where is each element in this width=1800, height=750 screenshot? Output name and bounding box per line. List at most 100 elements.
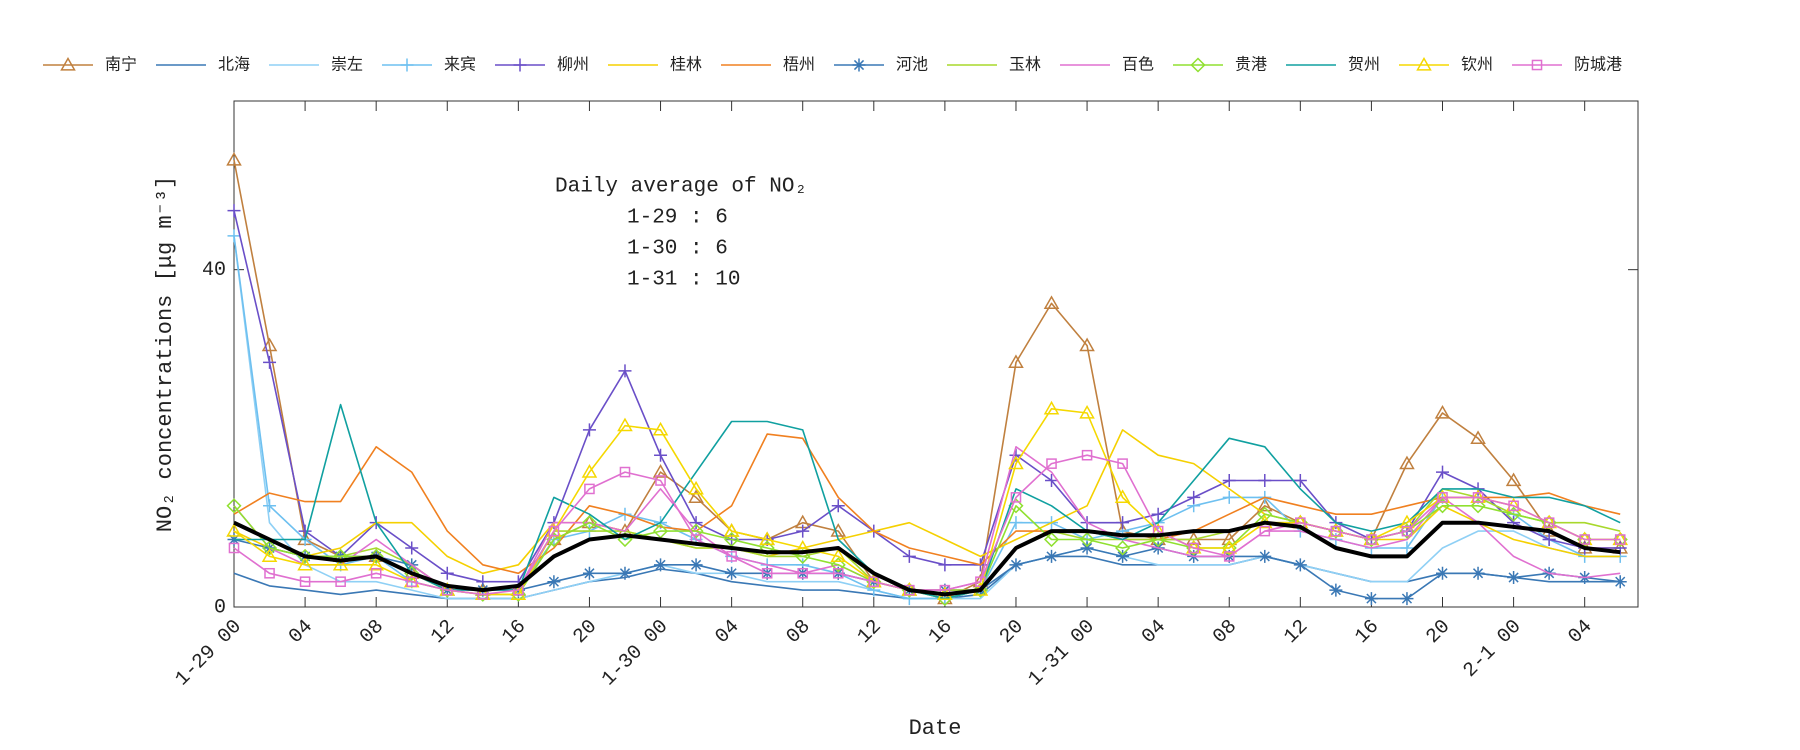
marker [688, 523, 704, 539]
marker [761, 567, 773, 579]
marker [796, 524, 810, 538]
marker [1293, 474, 1307, 487]
legend-label: 柳州 [557, 55, 589, 74]
marker [723, 523, 740, 537]
marker [1543, 517, 1555, 528]
legend-label: 玉林 [1009, 55, 1041, 74]
legend-marker [1531, 59, 1543, 71]
marker [227, 229, 241, 243]
x-tick-label: 16 [498, 615, 531, 648]
x-tick-label: 1-29 00 [171, 615, 247, 691]
marker [510, 586, 527, 600]
marker [261, 337, 278, 352]
marker [868, 576, 880, 588]
marker [368, 548, 384, 564]
annotation-title: Daily average of NO₂ [555, 176, 807, 199]
x-tick-label: 20 [569, 615, 602, 648]
marker [1010, 492, 1022, 503]
marker [1045, 549, 1059, 563]
marker [226, 498, 242, 514]
marker [726, 551, 737, 562]
marker [1151, 507, 1165, 521]
marker [1221, 531, 1238, 546]
marker [547, 575, 561, 589]
x-axis-label: Date [909, 716, 962, 741]
y-axis-label: NO₂ concentrations [μg m⁻³] [153, 176, 178, 533]
legend-label: 防城港 [1574, 55, 1622, 74]
marker [1046, 458, 1057, 469]
marker [297, 556, 313, 571]
marker [1505, 472, 1522, 487]
legend-item: 南宁 [43, 55, 137, 74]
x-tick-label: 04 [711, 615, 744, 648]
marker [688, 489, 704, 503]
marker [261, 540, 278, 556]
marker [1258, 474, 1272, 487]
marker [619, 466, 631, 478]
marker [581, 464, 598, 478]
marker [1330, 525, 1342, 537]
legend-item: 北海 [156, 55, 250, 74]
marker [1079, 405, 1095, 419]
series-line [234, 403, 1621, 600]
legend-item: 贺州 [1286, 55, 1380, 74]
marker [227, 204, 241, 218]
annotation: Daily average of NO₂ 1-29 : 6 1-30 : 6 1-31… [555, 176, 807, 292]
marker [1009, 448, 1023, 462]
marker [1436, 465, 1450, 479]
marker [1256, 497, 1273, 512]
legend-item: 来宾 [382, 55, 476, 74]
marker [1009, 558, 1023, 572]
marker [1400, 541, 1414, 555]
marker [1223, 551, 1235, 562]
x-tick-label: 1-30 00 [598, 615, 674, 691]
marker [1542, 533, 1556, 547]
x-tick-label: 12 [1280, 615, 1313, 648]
marker [1437, 492, 1448, 503]
marker [1508, 500, 1519, 512]
legend-label: 北海 [218, 55, 250, 74]
marker [1117, 458, 1128, 469]
legend-label: 梧州 [783, 55, 815, 74]
marker [1259, 525, 1271, 537]
marker [1114, 489, 1131, 503]
marker [689, 516, 703, 530]
marker [1400, 592, 1414, 606]
x-tick-label: 20 [1422, 615, 1455, 648]
marker [226, 523, 242, 537]
marker [759, 540, 775, 556]
marker [261, 548, 278, 563]
legend-marker [513, 58, 527, 72]
marker [902, 549, 916, 563]
marker [1043, 531, 1060, 548]
legend-label: 崇左 [331, 55, 363, 74]
marker [830, 548, 847, 563]
marker [759, 531, 775, 546]
marker [1008, 354, 1024, 369]
marker [299, 576, 311, 588]
marker [830, 557, 846, 573]
marker [1221, 539, 1238, 554]
x-tick-label: 08 [1209, 615, 1242, 648]
marker [652, 464, 669, 478]
legend-label: 百色 [1122, 55, 1154, 74]
marker [582, 566, 596, 580]
marker [1258, 549, 1272, 563]
legend-item: 贵港 [1173, 55, 1267, 74]
marker [1401, 525, 1413, 537]
marker [617, 417, 633, 432]
marker [263, 499, 277, 513]
marker [584, 483, 595, 495]
marker [263, 355, 277, 369]
legend-item: 崇左 [269, 55, 363, 74]
marker [1116, 549, 1130, 563]
x-tick-label: 04 [1564, 615, 1597, 648]
legend-label: 桂林 [670, 55, 702, 74]
annotation-line: 1-30 : 6 [627, 238, 728, 261]
x-tick-label: 08 [782, 615, 815, 648]
marker [831, 499, 845, 513]
marker [1507, 570, 1521, 584]
marker [1293, 558, 1307, 572]
marker [333, 548, 349, 564]
